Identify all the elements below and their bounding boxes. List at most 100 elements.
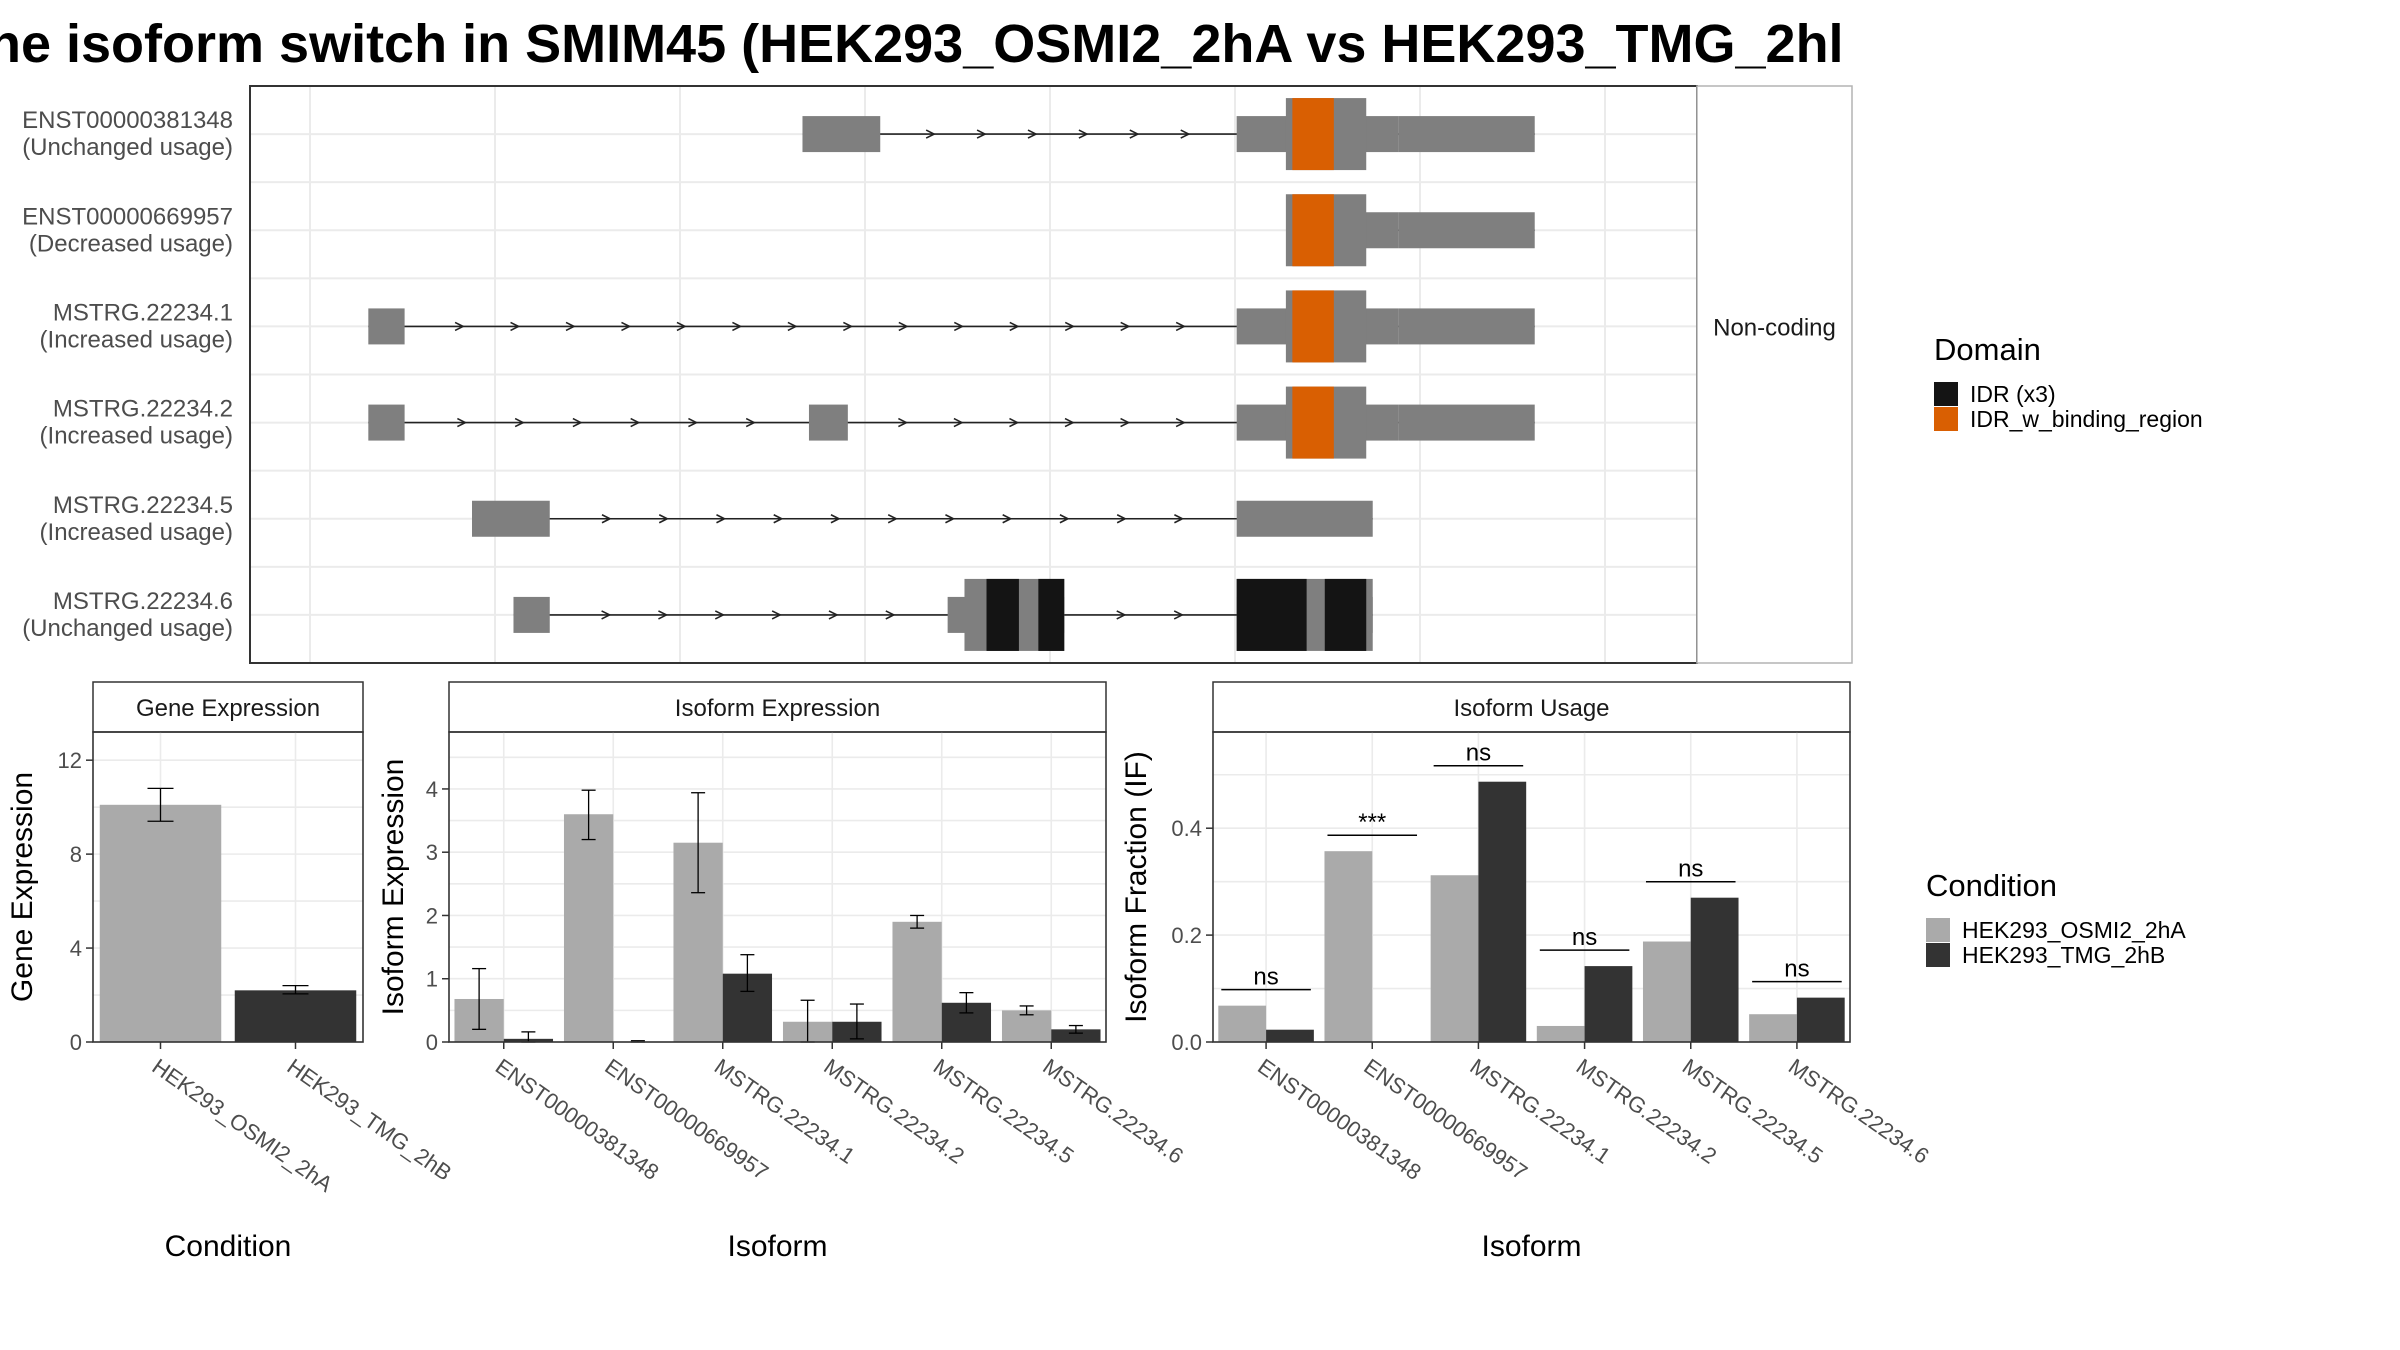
y-tick-label: 3 [426, 840, 438, 865]
transcript-name: ENST00000381348 [22, 107, 233, 134]
intron-arrow [1175, 417, 1186, 428]
intron-arrow [1120, 321, 1131, 332]
y-axis-title: Isoform Expression [377, 759, 410, 1016]
transcript-name: MSTRG.22234.6 [53, 588, 233, 615]
intron-arrow [621, 321, 632, 332]
exon-block [802, 116, 881, 153]
intron-arrow [601, 610, 612, 620]
transcript-status: (Increased usage) [40, 326, 233, 353]
bar [1051, 1029, 1101, 1042]
transcript-row [513, 578, 1373, 651]
exon-block [513, 596, 550, 633]
intron-arrow [925, 129, 936, 139]
transcript-status: (Increased usage) [40, 519, 233, 546]
intron-arrow [1120, 417, 1131, 428]
domain-block [1236, 578, 1307, 651]
intron-arrow [1175, 321, 1186, 332]
y-tick-label: 1 [426, 967, 438, 992]
y-axis-title: Gene Expression [6, 772, 39, 1002]
domain-block [1038, 578, 1065, 651]
intron-arrow [1064, 321, 1076, 332]
y-tick-label: 4 [70, 936, 82, 961]
exon-block [472, 500, 550, 537]
bar [892, 921, 942, 1042]
domain-block [1292, 290, 1334, 363]
condition-legend-key [1926, 943, 1950, 967]
y-tick-label: 4 [426, 777, 438, 802]
panel-border [1212, 731, 1851, 1043]
bar [1430, 875, 1479, 1042]
intron-arrow [773, 514, 784, 524]
intron-arrow [572, 417, 583, 428]
intron-arrow [787, 321, 798, 332]
intron-arrow [510, 321, 521, 332]
transcript-status: (Unchanged usage) [22, 134, 233, 161]
intron-arrow [1116, 514, 1127, 524]
structure-strip [1696, 85, 1853, 664]
bar [563, 814, 614, 1042]
transcript-row [368, 386, 1535, 459]
panel-strip-label: Isoform Expression [675, 695, 880, 722]
domain-block [1292, 386, 1334, 459]
y-tick-label: 0 [426, 1030, 438, 1055]
bar [1690, 897, 1739, 1042]
y-tick-label: 2 [426, 903, 438, 928]
intron-arrow [1002, 514, 1013, 524]
bar [1584, 966, 1633, 1042]
exon-block [1398, 212, 1535, 249]
bar-panel-3: Isoform Usagens***nsnsnsns0.00.20.4ENST0… [1120, 681, 1934, 1263]
domain-legend-key [1934, 407, 1958, 431]
intron-arrow [457, 417, 468, 428]
intron-arrow [830, 514, 841, 524]
intron-arrow [953, 417, 964, 428]
intron-arrow [976, 129, 987, 139]
significance-label: ns [1466, 740, 1491, 767]
y-axis-title: Isoform Fraction (IF) [1120, 751, 1153, 1023]
intron-arrow [828, 610, 839, 620]
bar [1796, 997, 1845, 1042]
x-axis-title: Isoform [1481, 1230, 1581, 1263]
y-tick-label: 8 [70, 842, 82, 867]
intron-arrow [658, 610, 669, 620]
y-tick-label: 0.4 [1171, 816, 1202, 841]
exon-block [1398, 308, 1535, 345]
intron-arrow [771, 610, 782, 620]
bar-panel-2: Isoform Expression01234ENST00000381348EN… [377, 681, 1188, 1263]
bar-panels: Gene Expression04812HEK293_OSMI2_2hAHEK2… [6, 681, 1934, 1263]
intron-arrow [843, 321, 854, 332]
intron-arrow [885, 610, 896, 620]
significance-label: *** [1358, 809, 1386, 836]
intron-arrow [1116, 610, 1127, 620]
intron-arrow [1027, 129, 1038, 139]
transcript-row [802, 98, 1535, 171]
bar [99, 804, 222, 1042]
intron-arrow [688, 417, 699, 428]
y-tick-label: 0 [70, 1030, 82, 1055]
bar [1001, 1010, 1052, 1042]
transcript-status: (Increased usage) [40, 423, 233, 450]
gene-structure-panel: ENST00000381348(Unchanged usage)ENST0000… [22, 85, 1853, 664]
intron-arrow [1009, 321, 1020, 332]
significance-label: ns [1784, 956, 1809, 983]
domain-block [1324, 578, 1367, 651]
significance-label: ns [1678, 856, 1703, 883]
intron-arrow [1174, 514, 1185, 524]
plot-area [449, 732, 1106, 1042]
exon-block [1236, 500, 1373, 537]
x-axis-title: Isoform [727, 1230, 827, 1263]
domain-block [986, 578, 1019, 651]
transcript-status: (Unchanged usage) [22, 615, 233, 642]
domain-legend-label: IDR (x3) [1970, 381, 2056, 407]
x-axis-title: Condition [165, 1230, 292, 1263]
panel-strip [92, 681, 364, 733]
plot-title: ne isoform switch in SMIM45 (HEK293_OSMI… [0, 14, 1844, 74]
intron-arrow [945, 514, 956, 524]
intron-arrow [630, 417, 641, 428]
bar [1324, 851, 1373, 1042]
panel-strip-label: Gene Expression [136, 695, 320, 722]
transcript-row [472, 500, 1373, 537]
condition-legend-label: HEK293_OSMI2_2hA [1962, 917, 2186, 943]
intron-arrow [732, 321, 743, 332]
significance-label: ns [1572, 924, 1597, 951]
transcript-name: ENST00000669957 [22, 203, 233, 230]
